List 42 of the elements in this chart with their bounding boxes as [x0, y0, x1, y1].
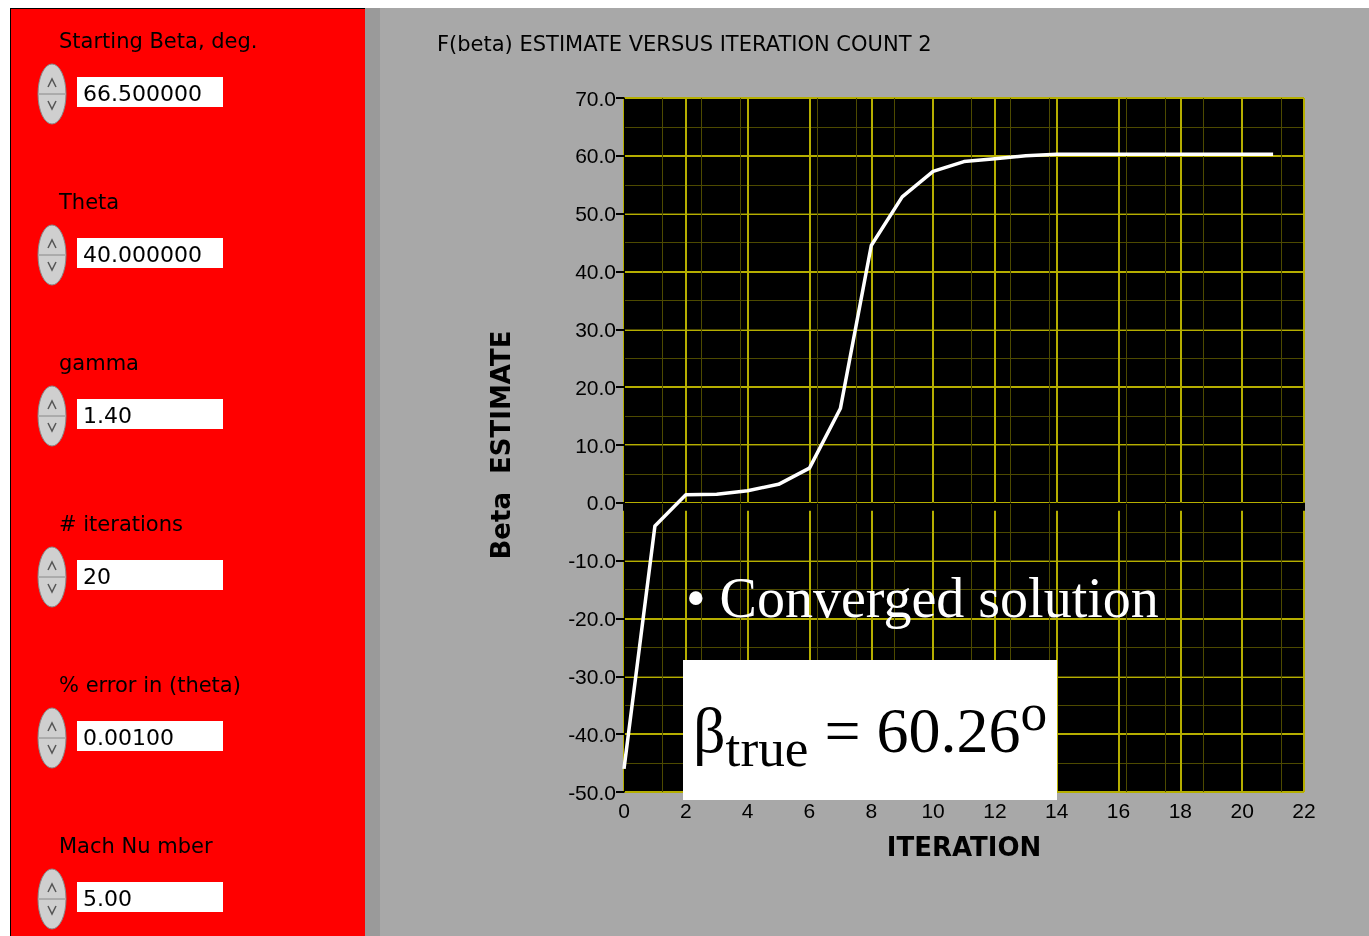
text: Starting Beta, deg.: [59, 29, 258, 53]
y-tick-label: -50.0: [568, 780, 616, 804]
x-tick-label: 4: [741, 799, 754, 822]
x-tick-label: 20: [1230, 799, 1254, 822]
text: # iterations: [59, 512, 183, 536]
y-tick-label: -20.0: [568, 607, 616, 630]
text: Theta: [59, 190, 120, 214]
annotation: β$_{true}$ = 60.26$^{o}$: [683, 660, 1058, 801]
y-tick-label: 0.0: [586, 491, 616, 515]
y-tick-label: 40.0: [575, 260, 616, 283]
x-tick-label: 6: [803, 799, 816, 822]
line-series: [622, 152, 1275, 771]
y-tick-label: 70.0: [575, 86, 616, 110]
x-tick-label: 18: [1168, 799, 1193, 822]
y-tick-label: 20.0: [575, 375, 616, 399]
text: gamma: [59, 351, 139, 375]
x-tick-label: 10: [921, 799, 945, 822]
y-tick-label: 60.0: [575, 144, 616, 168]
y-tick-label: -40.0: [568, 722, 616, 746]
x-tick-label: 16: [1106, 799, 1131, 822]
y-tick-label: 30.0: [575, 317, 616, 341]
text: 20: [77, 560, 223, 590]
x-tick-label: 2: [679, 799, 692, 822]
text: 0.00100: [77, 721, 223, 751]
text: Mach Nu mber: [59, 834, 213, 858]
text: % error in (theta): [59, 673, 241, 697]
x-axis-title: ITERATION: [886, 832, 1042, 862]
x-tick-label: 0: [618, 799, 630, 822]
text: 5.00: [77, 882, 223, 912]
text: 40.000000: [77, 238, 223, 268]
y-tick-label: -30.0: [568, 664, 616, 688]
x-tick-label: 14: [1045, 799, 1069, 822]
text: 66.500000: [77, 77, 223, 107]
x-tick-label: 12: [983, 799, 1007, 822]
y-tick-label: 10.0: [575, 433, 616, 457]
text: 1.40: [77, 399, 223, 429]
x-tick-label: 22: [1292, 799, 1316, 822]
chart-title: F(beta) ESTIMATE VERSUS ITERATION COUNT 2: [437, 31, 932, 56]
y-axis-title: Beta ESTIMATE: [486, 330, 516, 560]
y-tick-label: 50.0: [575, 202, 616, 226]
y-tick-label: -10.0: [568, 549, 616, 573]
x-tick-label: 8: [865, 799, 878, 822]
